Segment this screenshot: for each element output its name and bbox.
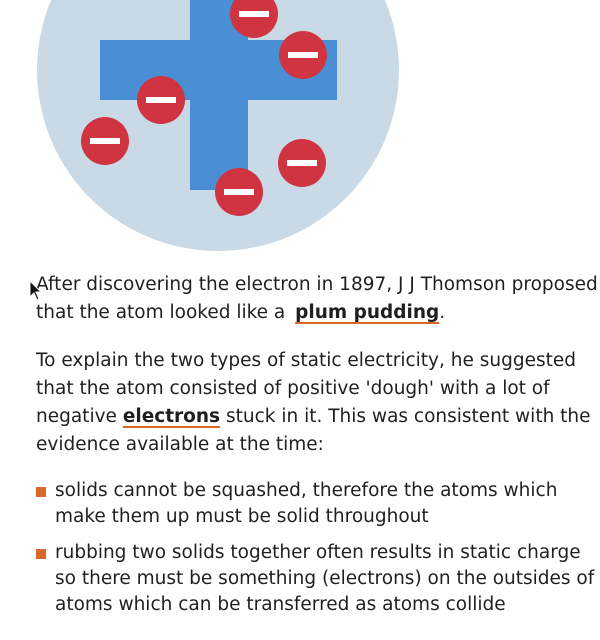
list-item: rubbing two solids together often result…	[36, 540, 600, 618]
electron	[230, 0, 278, 38]
bullet-square-icon	[36, 549, 46, 559]
list-item: solids cannot be squashed, therefore the…	[36, 478, 600, 530]
electron	[279, 31, 327, 79]
list-item-text: solids cannot be squashed, therefore the…	[55, 480, 558, 527]
explanation-text-end: stuck in it. This was consistent with th…	[36, 406, 591, 455]
electron	[278, 139, 326, 187]
intro-text: After discovering the electron in 1897, …	[36, 274, 598, 323]
plum-pudding-link[interactable]: plum pudding	[295, 302, 440, 323]
intro-text-end: .	[439, 302, 446, 323]
positive-charge-shape	[100, 0, 337, 190]
electron	[215, 168, 263, 216]
explanation-text: To explain the two types of static elect…	[36, 350, 576, 427]
mouse-pointer-icon	[29, 280, 43, 301]
electron	[81, 117, 129, 165]
electrons-link[interactable]: electrons	[122, 406, 221, 427]
plum-pudding-atom-illustration	[37, 0, 399, 251]
explanation-paragraph: To explain the two types of static elect…	[36, 347, 600, 459]
intro-paragraph: After discovering the electron in 1897, …	[36, 271, 600, 327]
list-item-text: rubbing two solids together often result…	[55, 542, 595, 615]
evidence-list: solids cannot be squashed, therefore the…	[36, 478, 600, 618]
electron	[137, 76, 185, 124]
bullet-square-icon	[36, 487, 46, 497]
